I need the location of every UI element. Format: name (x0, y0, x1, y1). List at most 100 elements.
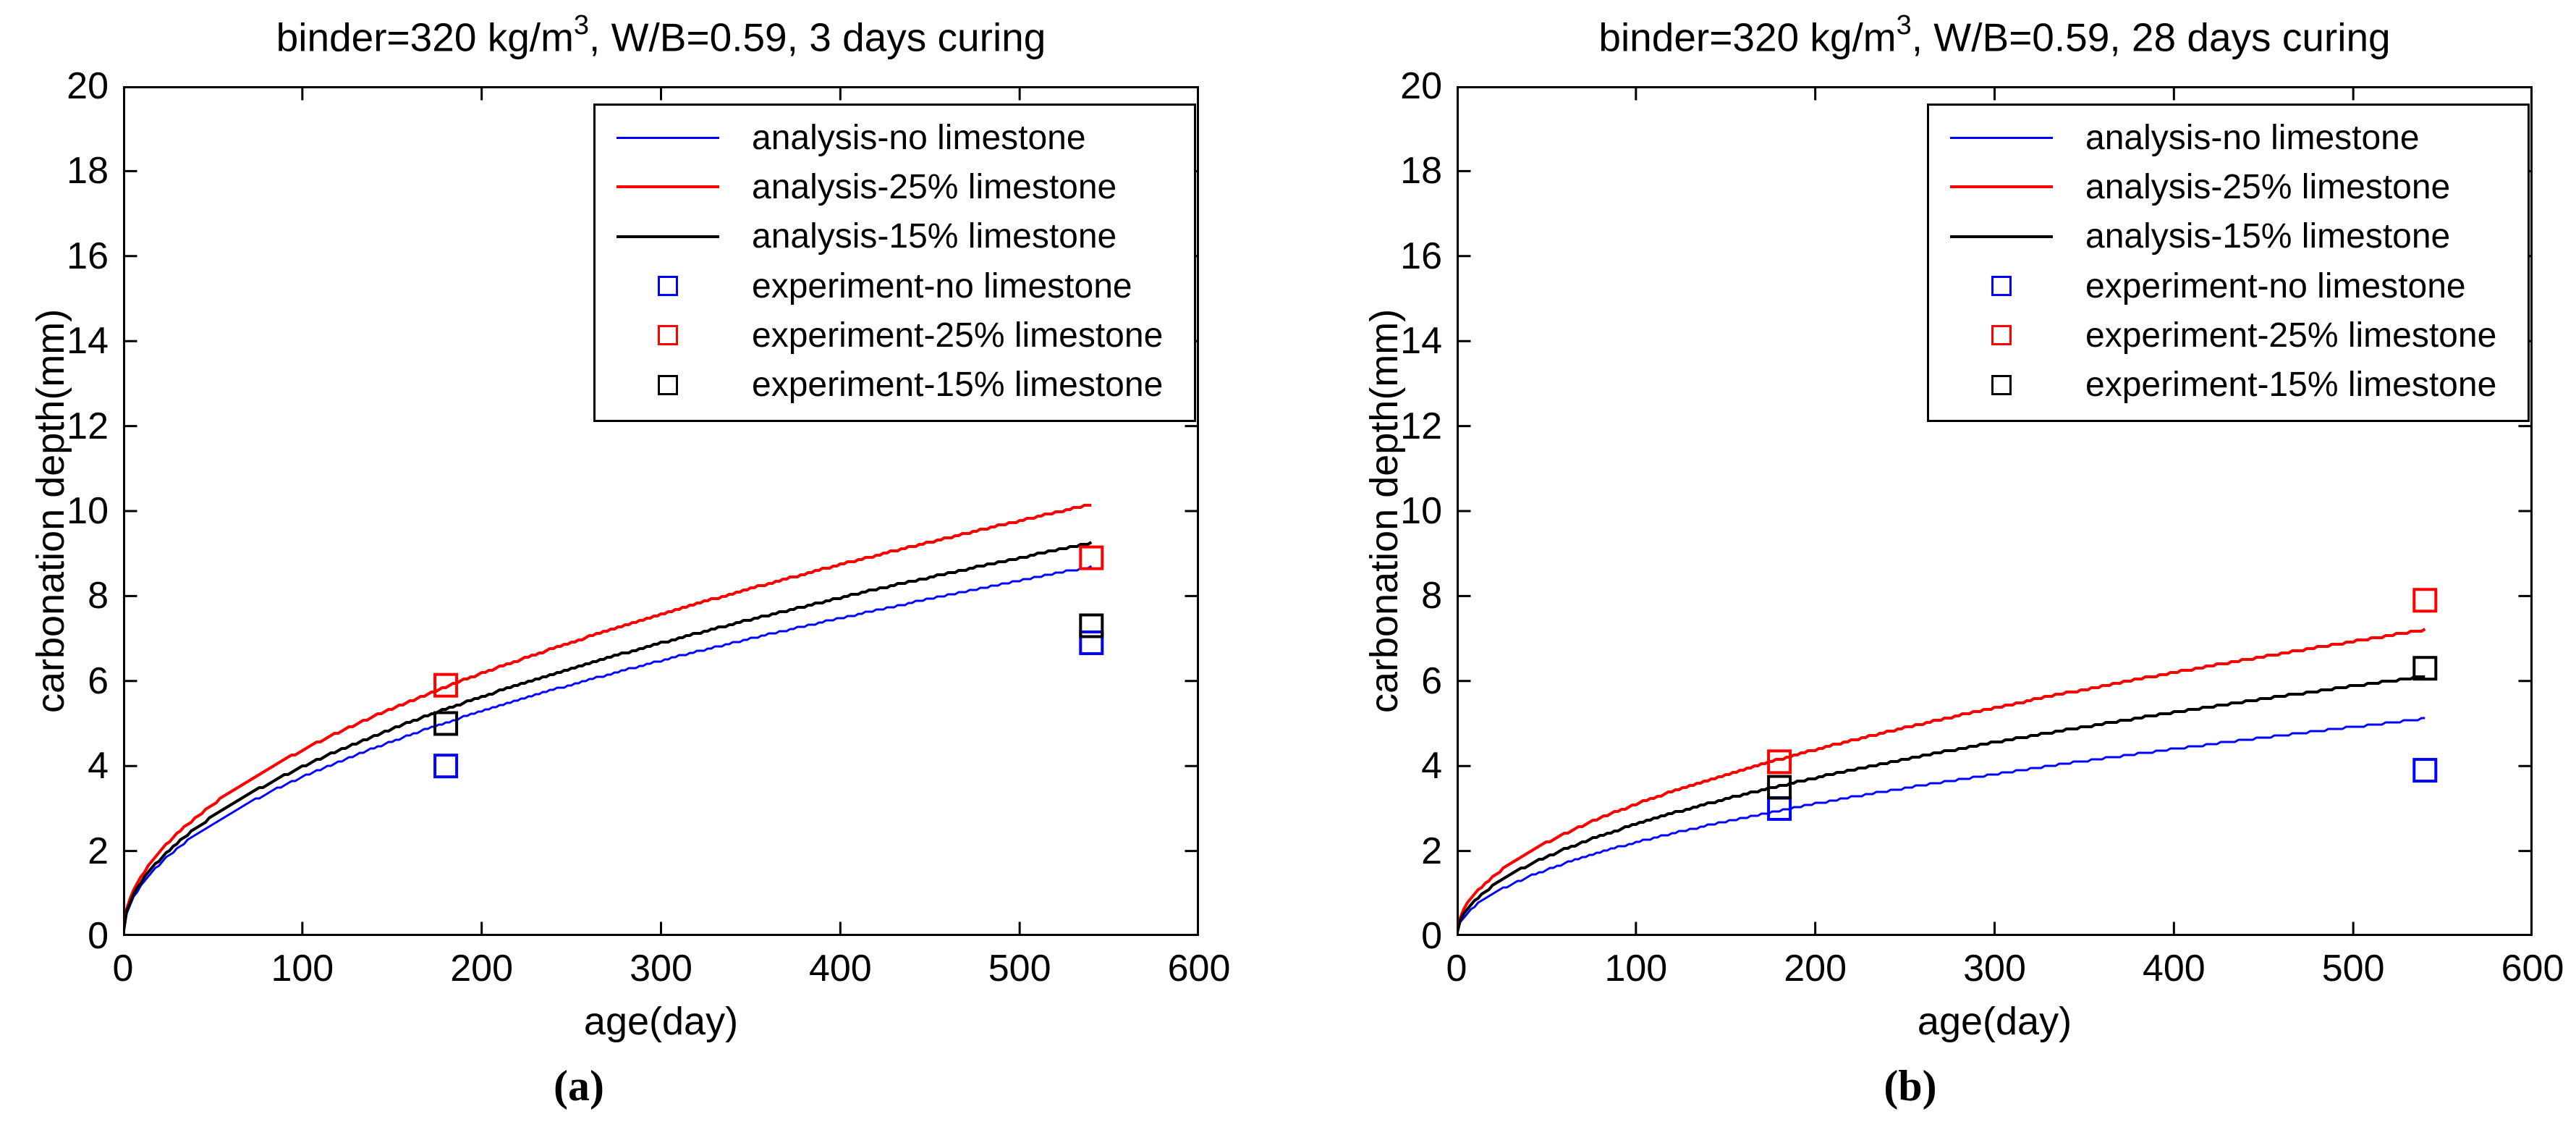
subfigure-caption-b: (b) (1884, 1062, 1937, 1110)
x-axis-label-a: age(day) (583, 1000, 739, 1043)
legend-item-label: analysis-25% limestone (752, 167, 1117, 206)
experiment-marker-black (433, 711, 459, 736)
axes-box (123, 86, 1199, 936)
legend-item-label: experiment-15% limestone (752, 366, 1164, 405)
y-tick-label: 6 (1421, 659, 1442, 702)
legend-marker-sample (604, 374, 732, 395)
legend-item: analysis-no limestone (1938, 118, 2528, 158)
chart-title-b: binder=320 kg/m3, W/B=0.59, 28 days curi… (1457, 10, 2533, 60)
x-tick-label: 200 (450, 948, 514, 990)
legend-marker-sample (1938, 325, 2065, 346)
y-tick-label: 16 (1400, 235, 1442, 277)
red-square-swatch (658, 325, 678, 346)
x-tick-label: 400 (2142, 948, 2206, 990)
red-line-swatch (617, 185, 719, 189)
blue-line-swatch (1950, 136, 2053, 139)
blue-square-swatch (658, 276, 678, 297)
experiment-marker-blue (433, 754, 459, 779)
legend-item: analysis-15% limestone (1938, 216, 2528, 256)
y-tick-label: 8 (88, 575, 109, 617)
analysis-curve-red (1457, 628, 2426, 936)
title-text: , W/B=0.59, 28 days curing (1911, 14, 2391, 60)
legend-item: experiment-25% limestone (1938, 316, 2528, 355)
experiment-marker-black (1079, 613, 1104, 638)
y-tick-label: 0 (88, 915, 109, 957)
y-tick-label: 14 (1400, 320, 1442, 363)
analysis-curve-black (1457, 675, 2425, 936)
legend-item-label: analysis-no limestone (2085, 118, 2420, 157)
legend-item: experiment-15% limestone (1938, 365, 2528, 405)
experiment-marker-red (2412, 588, 2438, 613)
y-tick-label: 18 (67, 150, 109, 193)
legend-item: experiment-no limestone (604, 266, 1194, 306)
y-tick-label: 2 (1421, 830, 1442, 872)
black-line-swatch (617, 235, 719, 238)
black-line-swatch (1950, 235, 2053, 238)
chart-title-a: binder=320 kg/m3, W/B=0.59, 3 days curin… (123, 10, 1199, 60)
legend-line-sample (1938, 235, 2065, 238)
title-text: binder=320 kg/m (276, 14, 574, 60)
x-tick-label: 200 (1784, 948, 1847, 990)
x-tick-label: 0 (1446, 948, 1467, 990)
blue-line-swatch (617, 136, 719, 139)
legend-item: analysis-25% limestone (604, 167, 1194, 207)
y-tick-label: 14 (67, 320, 109, 363)
x-axis-label-b: age(day) (1917, 1000, 2072, 1043)
legend-item-label: analysis-15% limestone (2085, 217, 2451, 256)
experiment-marker-black (1767, 775, 1792, 800)
analysis-curve-blue (123, 565, 1093, 936)
y-tick-label: 2 (88, 830, 109, 872)
x-tick-label: 0 (112, 948, 134, 990)
legend-item-label: analysis-25% limestone (2085, 167, 2451, 206)
red-line-swatch (1950, 185, 2053, 189)
experiment-marker-red (1767, 749, 1792, 775)
legend-marker-sample (604, 276, 732, 297)
experiment-marker-red (1079, 545, 1104, 570)
y-tick-label: 8 (1421, 575, 1442, 617)
plot-area-b (1457, 86, 2533, 936)
y-tick-label: 4 (1421, 745, 1442, 788)
title-text: binder=320 kg/m (1598, 14, 1897, 60)
legend-item-label: experiment-no limestone (2085, 266, 2466, 305)
legend-item: experiment-no limestone (1938, 266, 2528, 306)
black-square-swatch (658, 374, 678, 395)
black-square-swatch (1991, 374, 2012, 395)
x-tick-label: 300 (630, 948, 692, 990)
y-tick-label: 20 (1400, 65, 1442, 107)
axes-box (1457, 86, 2533, 936)
legend-line-sample (604, 136, 732, 139)
legend-item: experiment-25% limestone (604, 316, 1194, 355)
title-superscript: 3 (1896, 10, 1912, 41)
legend-a: analysis-no limestone analysis-25% limest… (593, 104, 1196, 422)
legend-marker-sample (604, 325, 732, 346)
legend-item-label: experiment-25% limestone (752, 316, 1164, 355)
analysis-curve-red (123, 504, 1092, 936)
y-tick-label: 4 (88, 745, 109, 788)
legend-line-sample (1938, 136, 2065, 139)
analysis-curve-black (123, 541, 1093, 936)
legend-item: analysis-25% limestone (1938, 167, 2528, 207)
y-tick-label: 10 (67, 490, 109, 532)
x-tick-label: 500 (2321, 948, 2385, 990)
legend-line-sample (604, 235, 732, 238)
experiment-marker-blue (1079, 630, 1104, 655)
legend-item-label: experiment-no limestone (752, 266, 1132, 305)
legend-marker-sample (1938, 374, 2065, 395)
legend-item: analysis-no limestone (604, 118, 1194, 158)
y-tick-label: 12 (67, 405, 109, 447)
y-tick-label: 10 (1400, 490, 1442, 532)
y-tick-label: 16 (67, 235, 109, 277)
x-tick-label: 600 (2501, 948, 2564, 990)
legend-item-label: experiment-15% limestone (2085, 366, 2497, 405)
y-tick-label: 12 (1400, 405, 1442, 447)
legend-item-label: analysis-15% limestone (752, 217, 1117, 256)
legend-line-sample (604, 185, 732, 189)
x-tick-label: 100 (1604, 948, 1668, 990)
title-text: , W/B=0.59, 3 days curing (589, 14, 1046, 60)
legend-line-sample (1938, 185, 2065, 189)
legend-item: experiment-15% limestone (604, 365, 1194, 405)
legend-marker-sample (1938, 276, 2065, 297)
